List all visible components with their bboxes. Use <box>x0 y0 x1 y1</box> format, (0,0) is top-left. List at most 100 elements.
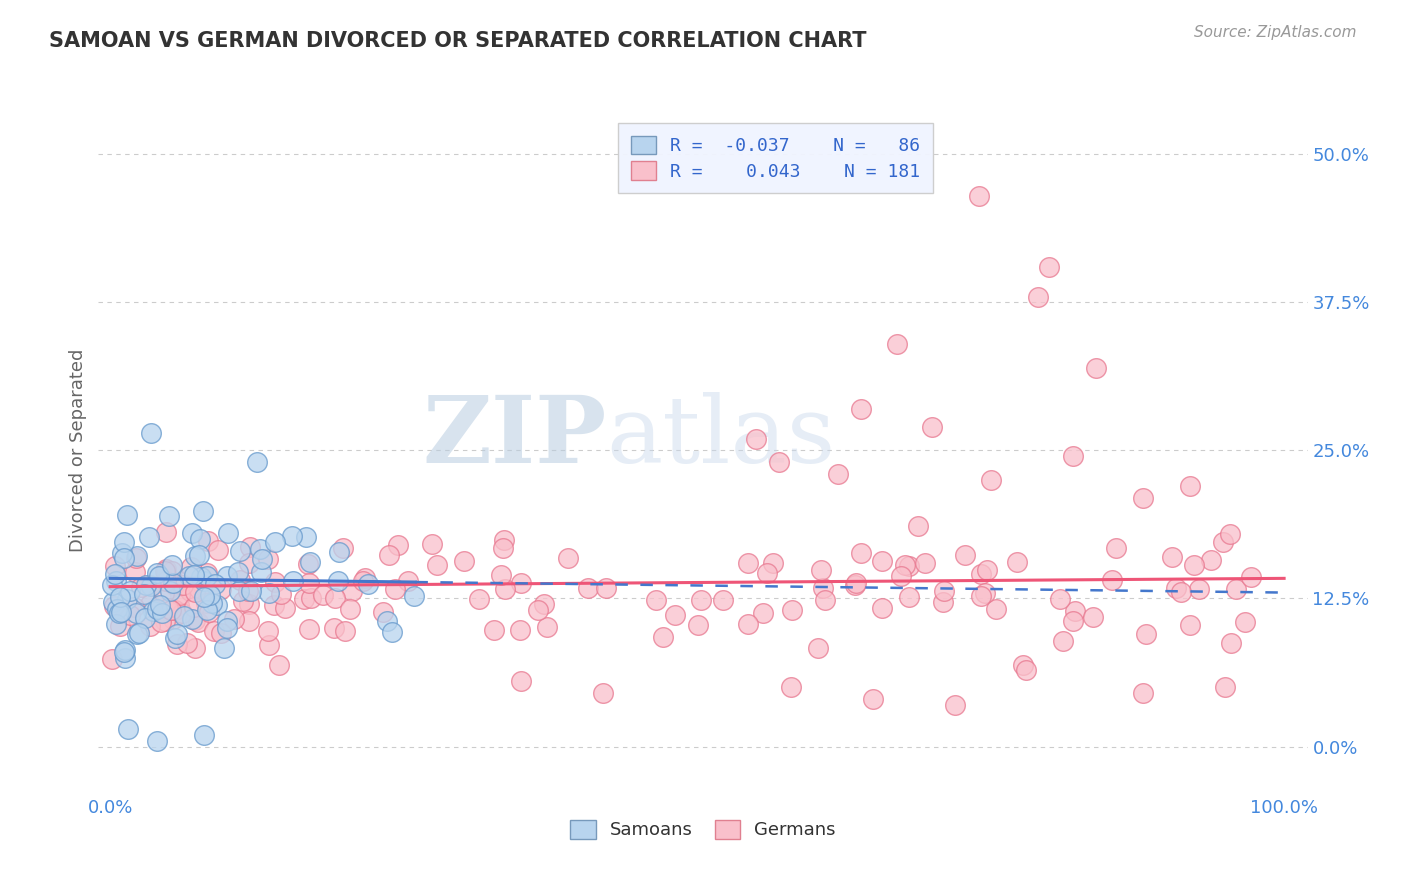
Point <box>980 473 1002 487</box>
Point <box>281 528 304 542</box>
Point <box>1220 636 1243 650</box>
Point <box>157 508 180 523</box>
Point <box>1180 479 1202 493</box>
Point <box>645 593 668 607</box>
Point <box>195 603 218 617</box>
Point <box>193 590 215 604</box>
Point <box>274 601 297 615</box>
Text: ZIP: ZIP <box>422 392 606 482</box>
Point <box>155 562 177 576</box>
Point <box>145 566 167 580</box>
Point <box>184 641 207 656</box>
Point <box>139 578 162 592</box>
Point <box>953 548 976 562</box>
Point <box>297 622 319 636</box>
Point <box>217 525 239 540</box>
Point <box>1199 552 1222 566</box>
Point <box>160 603 183 617</box>
Point <box>1085 360 1108 375</box>
Point <box>111 546 134 560</box>
Point <box>932 595 955 609</box>
Point <box>813 581 835 595</box>
Point <box>526 603 548 617</box>
Point <box>135 578 157 592</box>
Point <box>246 455 269 469</box>
Point <box>169 598 191 612</box>
Point <box>160 558 183 572</box>
Point <box>153 586 176 600</box>
Point <box>205 598 228 612</box>
Point <box>1164 582 1187 596</box>
Point <box>1026 289 1049 303</box>
Point <box>115 592 138 607</box>
Point <box>101 595 124 609</box>
Point <box>240 584 263 599</box>
Point <box>110 605 132 619</box>
Point <box>209 626 232 640</box>
Point <box>974 586 997 600</box>
Point <box>180 560 202 574</box>
Point <box>297 557 319 571</box>
Point <box>269 657 291 672</box>
Point <box>1240 570 1263 584</box>
Point <box>188 532 211 546</box>
Point <box>139 579 162 593</box>
Point <box>173 609 195 624</box>
Point <box>814 593 837 607</box>
Point <box>125 551 148 566</box>
Point <box>934 583 956 598</box>
Point <box>870 601 893 615</box>
Point <box>149 615 172 630</box>
Point <box>148 569 170 583</box>
Point <box>373 605 395 619</box>
Point <box>357 576 380 591</box>
Point <box>425 558 447 572</box>
Point <box>1135 627 1157 641</box>
Point <box>202 624 225 639</box>
Point <box>176 636 198 650</box>
Point <box>114 643 136 657</box>
Point <box>256 552 278 566</box>
Point <box>862 692 884 706</box>
Point <box>217 621 239 635</box>
Point <box>162 578 184 592</box>
Point <box>689 593 711 607</box>
Point <box>312 589 335 603</box>
Point <box>187 582 209 596</box>
Point <box>967 189 990 203</box>
Point <box>195 569 218 583</box>
Point <box>807 640 830 655</box>
Point <box>201 596 224 610</box>
Point <box>141 425 163 440</box>
Point <box>263 598 285 612</box>
Point <box>166 626 188 640</box>
Point <box>142 604 165 618</box>
Point <box>238 556 260 570</box>
Point <box>686 617 709 632</box>
Point <box>139 597 162 611</box>
Point <box>183 613 205 627</box>
Point <box>193 574 215 588</box>
Point <box>762 557 785 571</box>
Point <box>125 549 148 563</box>
Point <box>756 566 779 580</box>
Point <box>1182 558 1205 572</box>
Point <box>190 570 212 584</box>
Point <box>110 619 132 633</box>
Legend: Samoans, Germans: Samoans, Germans <box>562 813 844 847</box>
Point <box>138 530 160 544</box>
Point <box>128 626 150 640</box>
Point <box>169 589 191 603</box>
Point <box>576 581 599 595</box>
Point <box>263 534 285 549</box>
Point <box>557 550 579 565</box>
Point <box>139 618 162 632</box>
Point <box>1219 526 1241 541</box>
Point <box>179 568 201 582</box>
Point <box>468 592 491 607</box>
Point <box>914 556 936 570</box>
Point <box>114 645 136 659</box>
Point <box>976 563 998 577</box>
Point <box>494 533 516 547</box>
Point <box>1233 615 1256 629</box>
